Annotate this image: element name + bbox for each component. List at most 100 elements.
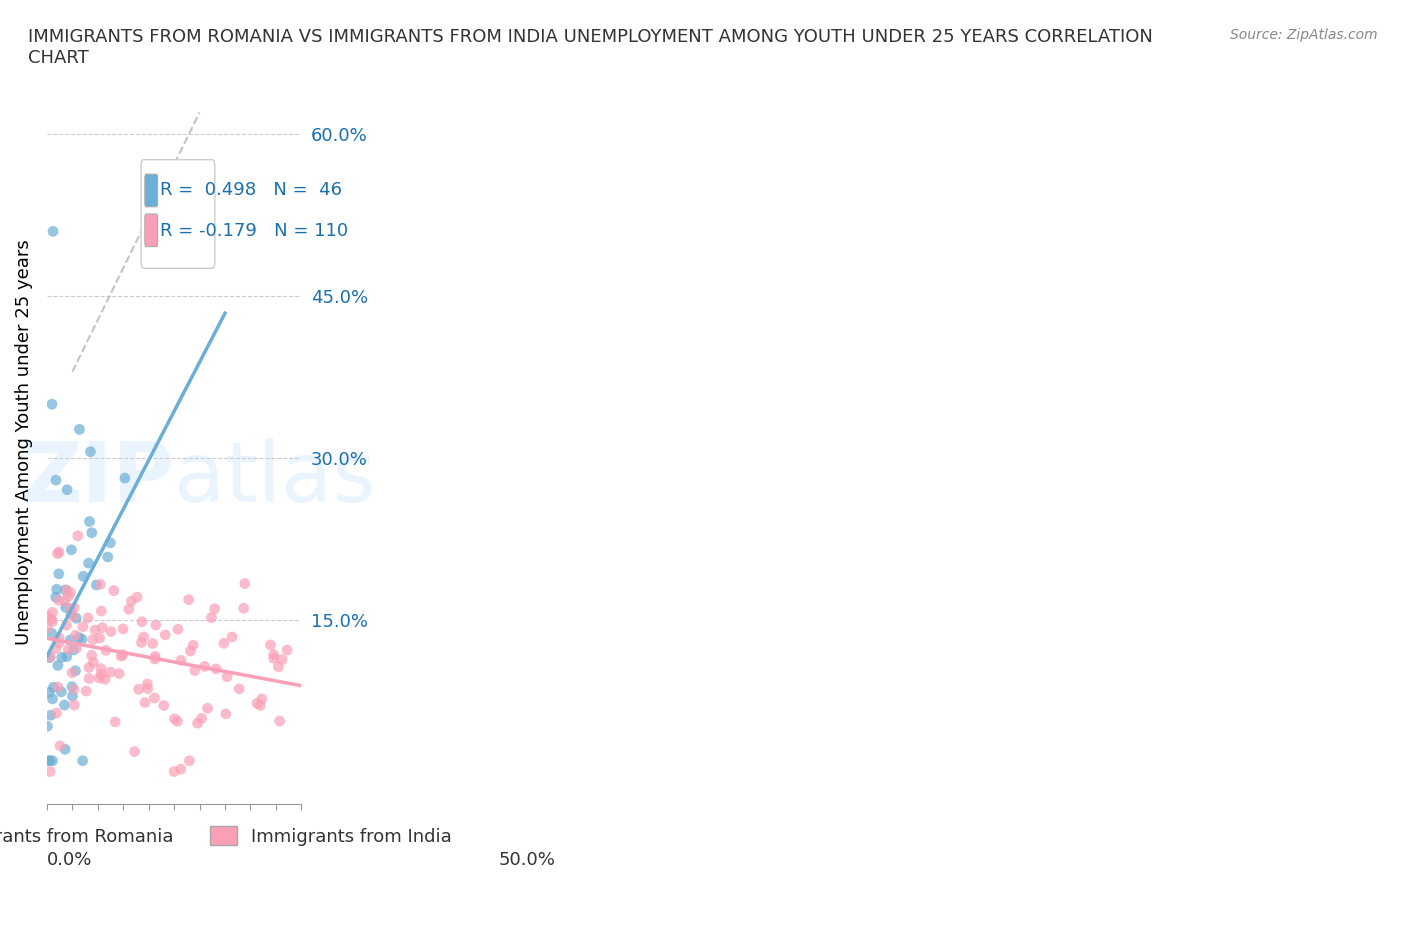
Point (118, 602, 141, 617)
Point (163, 711, 186, 726)
Point (80, 525, 103, 540)
Point (58, 642, 80, 657)
Point (217, 670, 239, 684)
Point (60, 679, 83, 694)
Point (212, 636, 235, 651)
Point (170, 762, 193, 777)
Text: 50.0%: 50.0% (499, 851, 555, 869)
Point (37, 753, 59, 768)
Point (41, 604, 63, 619)
Point (271, 652, 294, 667)
Point (100, 624, 122, 639)
Y-axis label: Unemployment Among Youth under 25 years: Unemployment Among Youth under 25 years (15, 239, 32, 644)
Point (194, 659, 217, 674)
Text: R = -0.179   N = 110: R = -0.179 N = 110 (160, 221, 349, 240)
Point (204, 602, 226, 617)
Point (94, 643, 117, 658)
Point (187, 716, 209, 731)
Point (45, 582, 67, 597)
Point (69, 422, 91, 437)
FancyBboxPatch shape (145, 214, 157, 246)
Text: 0.0%: 0.0% (46, 851, 93, 869)
Point (53, 698, 76, 712)
Point (267, 659, 290, 674)
Point (87, 671, 110, 685)
Point (128, 682, 150, 697)
Point (49, 738, 72, 753)
Point (53, 593, 76, 608)
Point (77, 610, 100, 625)
Point (45, 590, 67, 604)
Point (62, 688, 84, 703)
Point (39, 708, 62, 723)
Point (100, 536, 122, 551)
Point (259, 638, 281, 653)
Point (132, 630, 155, 644)
Point (170, 653, 193, 668)
Point (51, 650, 73, 665)
Point (84, 622, 107, 637)
Point (56, 483, 79, 498)
Point (136, 677, 159, 692)
Point (48, 636, 70, 651)
Point (97, 550, 120, 565)
Point (82, 632, 104, 647)
Point (41, 612, 63, 627)
Point (143, 649, 166, 664)
Point (104, 714, 127, 729)
Point (79, 445, 101, 459)
Point (131, 635, 153, 650)
Point (276, 643, 298, 658)
Point (111, 647, 134, 662)
Point (136, 681, 159, 696)
Point (60, 665, 83, 680)
Point (77, 556, 100, 571)
Point (38, 684, 60, 699)
Point (134, 695, 156, 710)
Point (77, 671, 100, 686)
Point (37, 719, 59, 734)
Point (112, 621, 135, 636)
Point (39, 764, 62, 779)
Point (120, 593, 142, 608)
Text: R =  0.498   N =  46: R = 0.498 N = 46 (160, 181, 342, 199)
Point (77, 660, 100, 675)
Point (124, 744, 146, 759)
Point (221, 630, 243, 644)
Point (155, 628, 177, 643)
Text: IMMIGRANTS FROM ROMANIA VS IMMIGRANTS FROM INDIA UNEMPLOYMENT AMONG YOUTH UNDER : IMMIGRANTS FROM ROMANIA VS IMMIGRANTS FR… (28, 28, 1153, 67)
Point (48, 545, 70, 560)
Point (250, 691, 273, 706)
Point (233, 576, 256, 591)
Point (38, 650, 60, 665)
Point (177, 592, 200, 607)
Point (59, 585, 82, 600)
Text: atlas: atlas (174, 438, 375, 519)
Point (62, 609, 84, 624)
Point (215, 707, 238, 722)
Point (94, 671, 117, 686)
Point (60, 606, 83, 621)
Point (56, 649, 79, 664)
Point (100, 665, 122, 680)
Point (63, 682, 86, 697)
Point (167, 622, 190, 637)
Point (190, 711, 212, 725)
Point (45, 472, 67, 487)
FancyBboxPatch shape (141, 160, 215, 268)
Point (90, 604, 112, 618)
Point (181, 638, 204, 653)
Point (166, 714, 188, 729)
Point (62, 643, 84, 658)
Point (263, 647, 285, 662)
Point (37, 608, 59, 623)
Point (125, 590, 148, 604)
Point (131, 615, 153, 630)
Point (89, 577, 111, 591)
Point (108, 666, 131, 681)
Text: ZIP: ZIP (21, 438, 174, 519)
Point (41, 397, 63, 412)
Point (197, 701, 219, 716)
Point (41, 614, 63, 629)
Point (65, 611, 87, 626)
